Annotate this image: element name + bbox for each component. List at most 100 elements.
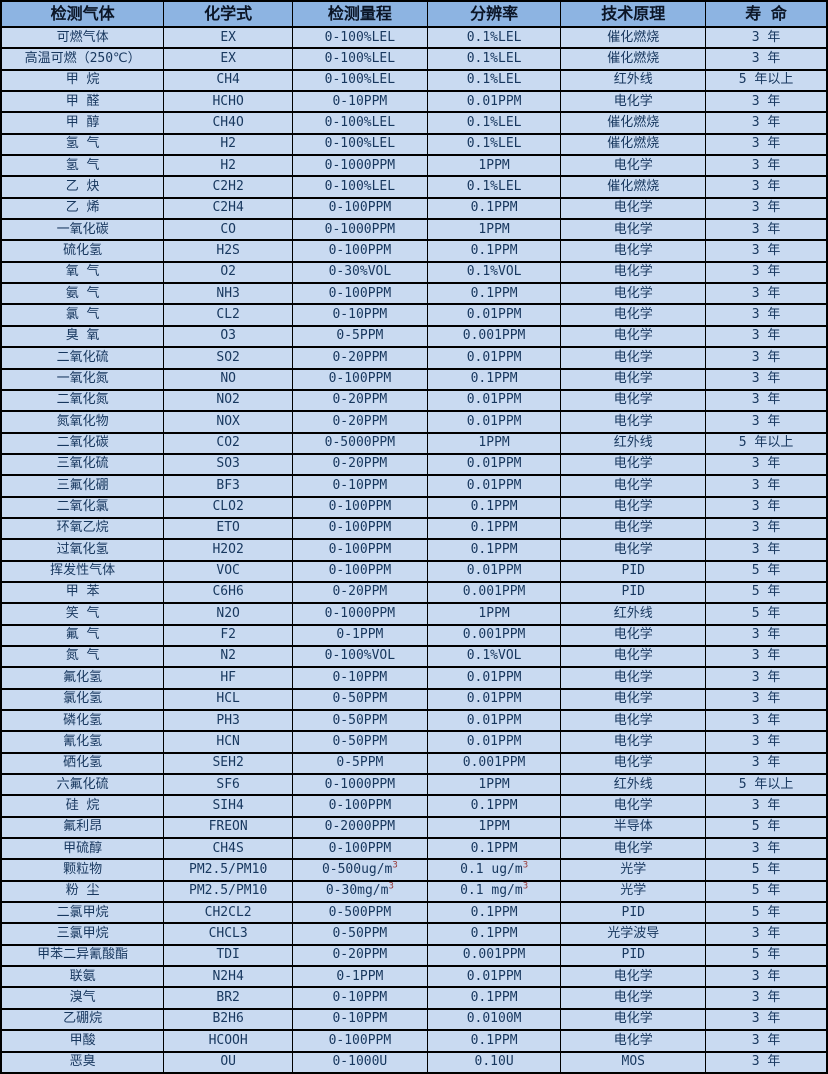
- cell-detection-range: 0-100PPM: [292, 1029, 428, 1053]
- cell-detection-range: 0-20PPM: [292, 452, 428, 477]
- cell-gas-name: 氟化氢: [0, 666, 165, 690]
- table-row: 溴气 BR2 0-10PPM 0.1PPM 电化学 3 年: [0, 986, 828, 1010]
- cell-detection-range: 0-100%LEL: [292, 68, 428, 93]
- cell-resolution: 0.1%VOL: [426, 644, 562, 669]
- cell-chemical-formula: SO2: [163, 346, 294, 370]
- cell-technology-principle: 电化学: [560, 538, 707, 562]
- table-row: 一氧化碳 CO 0-1000PPM 1PPM 电化学 3 年: [0, 218, 828, 242]
- cell-resolution: 0.01PPM: [426, 452, 562, 477]
- cell-detection-range: 0-1000PPM: [292, 773, 428, 797]
- cell-technology-principle: 电化学: [560, 367, 707, 391]
- cell-resolution: 0.1PPM: [426, 922, 562, 946]
- cell-chemical-formula: NH3: [163, 282, 294, 306]
- cell-gas-name: 硅 烷: [0, 794, 165, 818]
- cell-detection-range: 0-100PPM: [292, 516, 428, 541]
- cell-chemical-formula: H2S: [163, 239, 294, 263]
- table-body: 可燃气体 EX 0-100%LEL 0.1%LEL 催化燃烧 3 年高温可燃（250℃） E…: [0, 25, 828, 1074]
- table-row: 联氨 N2H4 0-1PPM 0.01PPM 电化学 3 年: [0, 965, 828, 989]
- cell-gas-name: 二氧化硫: [0, 346, 165, 370]
- cell-gas-name: 臭 氧: [0, 324, 165, 349]
- cell-resolution: 0.0100M: [426, 1007, 562, 1032]
- cell-lifespan: 5 年以上: [705, 773, 828, 797]
- cell-resolution: 0.01PPM: [426, 730, 562, 754]
- cell-chemical-formula: CO2: [163, 431, 294, 455]
- table-row: 甲 烷 CH4 0-100%LEL 0.1%LEL 红外线 5 年以上: [0, 68, 828, 93]
- cell-detection-range: 0-100PPM: [292, 538, 428, 562]
- cell-gas-name: 二氧化氮: [0, 388, 165, 413]
- cell-gas-name: 粉 尘: [0, 879, 165, 904]
- cell-gas-name: 甲 醇: [0, 111, 165, 135]
- cell-chemical-formula: C2H2: [163, 175, 294, 199]
- cell-lifespan: 3 年: [705, 708, 828, 733]
- cell-resolution: 0.10U: [426, 1050, 562, 1074]
- cell-resolution: 0.01PPM: [426, 687, 562, 712]
- table-row: 氧 气 O2 0-30%VOL 0.1%VOL 电化学 3 年: [0, 260, 828, 285]
- cell-chemical-formula: HCN: [163, 730, 294, 754]
- cell-resolution: 1PPM: [426, 218, 562, 242]
- cell-lifespan: 3 年: [705, 303, 828, 327]
- cell-gas-name: 硫化氢: [0, 239, 165, 263]
- cell-technology-principle: 电化学: [560, 495, 707, 519]
- cell-lifespan: 3 年: [705, 324, 828, 349]
- cell-gas-name: 二氧化氯: [0, 495, 165, 519]
- cell-technology-principle: 电化学: [560, 260, 707, 285]
- cell-technology-principle: 电化学: [560, 324, 707, 349]
- cell-chemical-formula: H2O2: [163, 538, 294, 562]
- cell-chemical-formula: TDI: [163, 943, 294, 968]
- header-row: 检测气体 化学式 检测量程 分辨率 技术原理 寿 命: [0, 0, 828, 28]
- cell-detection-range: 0-10PPM: [292, 1007, 428, 1032]
- cell-detection-range: 0-50PPM: [292, 687, 428, 712]
- cell-gas-name: 过氧化氢: [0, 538, 165, 562]
- cell-technology-principle: 红外线: [560, 602, 707, 626]
- cell-technology-principle: 电化学: [560, 708, 707, 733]
- cell-lifespan: 3 年: [705, 516, 828, 541]
- cell-chemical-formula: OU: [163, 1050, 294, 1074]
- cell-gas-name: 硒化氢: [0, 751, 165, 776]
- cell-technology-principle: 光学波导: [560, 922, 707, 946]
- cell-chemical-formula: N2H4: [163, 965, 294, 989]
- cell-chemical-formula: C6H6: [163, 580, 294, 605]
- cell-detection-range: 0-30mg/m3: [292, 879, 428, 904]
- cell-chemical-formula: SEH2: [163, 751, 294, 776]
- cell-lifespan: 3 年: [705, 367, 828, 391]
- cell-detection-range: 0-2000PPM: [292, 815, 428, 840]
- cell-chemical-formula: HCHO: [163, 90, 294, 114]
- cell-resolution: 1PPM: [426, 602, 562, 626]
- cell-gas-name: 氰化氢: [0, 730, 165, 754]
- cell-detection-range: 0-1000PPM: [292, 218, 428, 242]
- cell-technology-principle: 电化学: [560, 1029, 707, 1053]
- cell-detection-range: 0-50PPM: [292, 708, 428, 733]
- cell-detection-range: 0-100PPM: [292, 794, 428, 818]
- cell-lifespan: 5 年: [705, 580, 828, 605]
- cell-resolution: 0.01PPM: [426, 708, 562, 733]
- col-header-detection-range: 检测量程: [292, 0, 428, 28]
- cell-lifespan: 3 年: [705, 922, 828, 946]
- cell-resolution: 0.1 mg/m3: [426, 879, 562, 904]
- cell-lifespan: 3 年: [705, 132, 828, 157]
- cell-lifespan: 3 年: [705, 154, 828, 178]
- cell-detection-range: 0-50PPM: [292, 922, 428, 946]
- cell-resolution: 0.1%VOL: [426, 260, 562, 285]
- cell-lifespan: 3 年: [705, 538, 828, 562]
- cell-resolution: 0.1%LEL: [426, 47, 562, 71]
- table-row: 恶臭 OU 0-1000U 0.10U MOS 3 年: [0, 1050, 828, 1074]
- table-row: 三氧化硫 SO3 0-20PPM 0.01PPM 电化学 3 年: [0, 452, 828, 477]
- cell-resolution: 0.1PPM: [426, 1029, 562, 1053]
- cell-resolution: 0.1PPM: [426, 367, 562, 391]
- cell-resolution: 1PPM: [426, 773, 562, 797]
- table-row: 二氯甲烷 CH2CL2 0-500PPM 0.1PPM PID 5 年: [0, 901, 828, 925]
- cell-detection-range: 0-5PPM: [292, 751, 428, 776]
- cell-resolution: 0.001PPM: [426, 943, 562, 968]
- cell-detection-range: 0-10PPM: [292, 474, 428, 498]
- cell-resolution: 0.1%LEL: [426, 175, 562, 199]
- table-row: 氢 气 H2 0-1000PPM 1PPM 电化学 3 年: [0, 154, 828, 178]
- cell-gas-name: 氯 气: [0, 303, 165, 327]
- cell-detection-range: 0-100%LEL: [292, 47, 428, 71]
- cell-gas-name: 可燃气体: [0, 25, 165, 50]
- table-row: 氰化氢 HCN 0-50PPM 0.01PPM 电化学 3 年: [0, 730, 828, 754]
- cell-chemical-formula: CO: [163, 218, 294, 242]
- cell-resolution: 0.1PPM: [426, 239, 562, 263]
- cell-gas-name: 氮 气: [0, 644, 165, 669]
- cell-detection-range: 0-50PPM: [292, 730, 428, 754]
